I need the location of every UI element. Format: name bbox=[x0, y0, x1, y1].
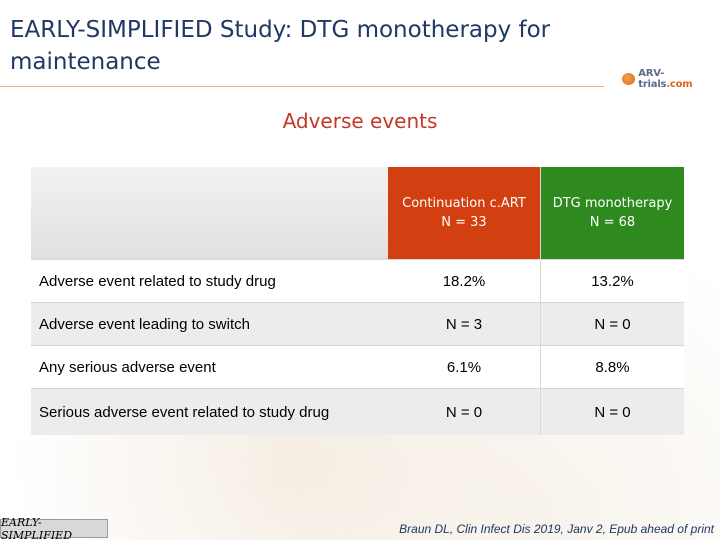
column-header-name: DTG monotherapy bbox=[552, 196, 673, 211]
column-header-name: Continuation c.ART bbox=[402, 196, 526, 211]
row-label: Adverse event related to study drug bbox=[31, 260, 388, 302]
table-row: Adverse event leading to switch N = 3 N … bbox=[31, 303, 684, 345]
section-subtitle: Adverse events bbox=[282, 109, 438, 133]
table-header-blank bbox=[31, 167, 388, 259]
cell-dtg-monotherapy: 8.8% bbox=[541, 346, 684, 388]
cell-continuation-cart: 6.1% bbox=[388, 346, 540, 388]
column-header-n: N = 33 bbox=[441, 215, 487, 230]
cell-continuation-cart: N = 3 bbox=[388, 303, 540, 345]
row-label: Any serious adverse event bbox=[31, 346, 388, 388]
row-label: Serious adverse event related to study d… bbox=[31, 389, 388, 435]
logo-globe-icon bbox=[622, 73, 636, 85]
column-header-dtg-monotherapy: DTG monotherapy N = 68 bbox=[541, 167, 684, 259]
title-divider bbox=[0, 86, 604, 87]
cell-dtg-monotherapy: N = 0 bbox=[541, 389, 684, 435]
column-header-continuation-cart: Continuation c.ART N = 33 bbox=[388, 167, 540, 259]
slide-title: EARLY-SIMPLIFIED Study: DTG monotherapy … bbox=[10, 17, 551, 75]
cell-dtg-monotherapy: N = 0 bbox=[541, 303, 684, 345]
column-header-n: N = 68 bbox=[589, 215, 636, 230]
citation: Braun DL, Clin Infect Dis 2019, Janv 2, … bbox=[399, 522, 714, 536]
study-tag: EARLY-SIMPLIFIED bbox=[0, 516, 108, 542]
cell-continuation-cart: 18.2% bbox=[388, 260, 540, 302]
row-label: Adverse event leading to switch bbox=[31, 303, 388, 345]
adverse-events-table: Continuation c.ART N = 33 DTG monotherap… bbox=[31, 167, 684, 435]
table-row: Serious adverse event related to study d… bbox=[31, 389, 684, 435]
cell-continuation-cart: N = 0 bbox=[388, 389, 540, 435]
cell-dtg-monotherapy: 13.2% bbox=[541, 260, 684, 302]
logo-domain: .com bbox=[666, 79, 693, 90]
logo-text: ARV-trials.com bbox=[638, 68, 714, 90]
arv-trials-logo: ARV-trials.com bbox=[622, 68, 714, 90]
table-row: Any serious adverse event 6.1% 8.8% bbox=[31, 346, 684, 388]
table-row: Adverse event related to study drug 18.2… bbox=[31, 260, 684, 302]
logo-brand: ARV-trials bbox=[638, 68, 667, 90]
